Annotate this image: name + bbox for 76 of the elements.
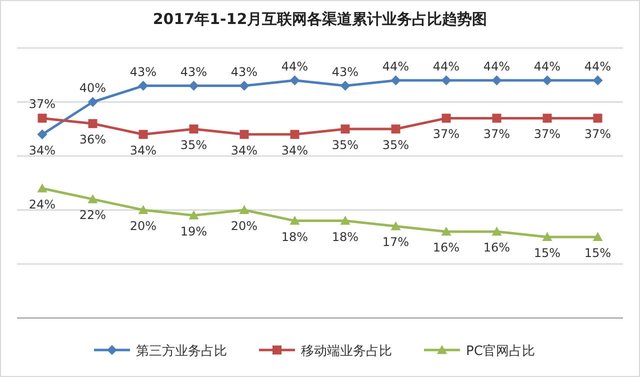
point [391, 124, 400, 134]
point [441, 75, 452, 86]
point [138, 205, 148, 214]
data-label: 18% [332, 230, 359, 244]
data-label: 22% [79, 208, 106, 222]
data-label: 44% [432, 59, 460, 74]
data-label: 17% [382, 235, 410, 250]
point [188, 80, 199, 91]
point [239, 205, 250, 214]
data-label: 37% [534, 127, 561, 142]
data-label: 35% [180, 138, 208, 152]
data-label: 20% [230, 219, 258, 233]
point [492, 226, 502, 236]
point [340, 216, 350, 225]
point [340, 124, 350, 134]
data-label: 43% [180, 64, 208, 79]
point [37, 183, 48, 192]
data-label: 35% [382, 138, 410, 152]
point [492, 114, 502, 123]
data-label: 37% [483, 127, 510, 142]
point [290, 75, 300, 86]
data-label: 34% [130, 143, 157, 158]
data-label: 24% [28, 197, 56, 212]
data-label: 37% [584, 127, 612, 142]
legend-label: 第三方业务占比 [136, 343, 227, 359]
point [390, 221, 401, 230]
point [88, 194, 98, 204]
point [593, 114, 602, 123]
data-label: 43% [130, 64, 157, 79]
point [88, 119, 98, 128]
data-label: 18% [281, 230, 308, 244]
point [390, 75, 401, 86]
data-label: 43% [230, 64, 258, 79]
data-label: 15% [534, 246, 561, 260]
point [492, 75, 502, 86]
point [592, 75, 603, 86]
data-label: 44% [584, 59, 612, 74]
point [542, 75, 552, 86]
legend-label: PC官网占比 [466, 343, 535, 359]
data-label: 35% [332, 138, 359, 152]
data-label: 44% [483, 59, 510, 74]
point [592, 232, 603, 241]
data-label: 34% [28, 143, 56, 158]
data-label: 16% [432, 240, 460, 255]
point [189, 124, 198, 134]
point [138, 80, 148, 91]
data-label: 34% [281, 143, 308, 158]
point [239, 80, 250, 91]
point [138, 130, 148, 139]
data-label: 19% [180, 224, 208, 238]
point [240, 130, 249, 139]
data-label: 34% [230, 143, 258, 158]
data-label: 37% [432, 127, 460, 142]
point [340, 80, 350, 91]
data-label: 16% [483, 240, 510, 255]
point [290, 216, 300, 225]
point [88, 97, 98, 107]
chart-title: 2017年1-12月互联网各渠道累计业务占比趋势图 [152, 10, 488, 28]
data-label: 20% [130, 219, 157, 233]
data-label: 40% [79, 81, 106, 95]
point [441, 226, 452, 236]
data-label: 37% [28, 97, 56, 112]
point [542, 114, 552, 123]
point [290, 130, 300, 139]
point [442, 114, 451, 123]
data-label: 44% [534, 59, 561, 74]
data-label: 15% [584, 246, 612, 260]
data-label: 36% [79, 132, 106, 147]
legend-label: 移动端业务占比 [301, 344, 392, 359]
point [542, 232, 552, 241]
point [188, 210, 199, 220]
point [38, 114, 47, 123]
data-label: 44% [382, 59, 410, 74]
point [37, 129, 48, 140]
data-label: 44% [281, 59, 308, 74]
data-label: 43% [332, 64, 359, 79]
